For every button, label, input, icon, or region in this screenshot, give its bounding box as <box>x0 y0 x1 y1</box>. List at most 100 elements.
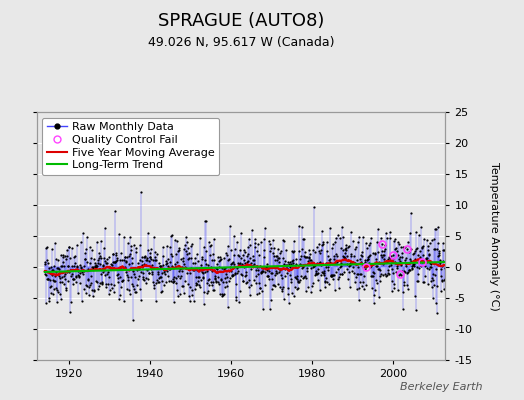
Point <box>334 275 343 282</box>
Point <box>396 272 405 279</box>
Point <box>60 253 69 259</box>
Point <box>398 306 407 312</box>
Point <box>62 286 70 293</box>
Point <box>45 264 53 271</box>
Point <box>319 241 327 247</box>
Point <box>42 244 51 250</box>
Point <box>94 257 103 264</box>
Point <box>74 268 82 274</box>
Point <box>418 258 426 265</box>
Point <box>223 257 232 263</box>
Point <box>201 260 210 267</box>
Point <box>276 284 284 290</box>
Point <box>356 270 364 277</box>
Point <box>367 263 375 269</box>
Point <box>345 243 354 249</box>
Point <box>115 296 124 302</box>
Point <box>263 266 271 273</box>
Point <box>354 271 363 278</box>
Point <box>429 282 438 288</box>
Point <box>246 242 254 248</box>
Point <box>196 265 204 271</box>
Point <box>316 250 324 256</box>
Point <box>318 242 326 248</box>
Point <box>380 246 389 252</box>
Point <box>102 280 110 287</box>
Point <box>221 264 230 271</box>
Point <box>304 254 313 260</box>
Point <box>378 240 386 247</box>
Point <box>254 271 263 278</box>
Point <box>116 250 125 256</box>
Point <box>173 248 182 254</box>
Point <box>139 276 147 282</box>
Point <box>379 256 388 262</box>
Point <box>297 262 305 268</box>
Point <box>390 285 399 291</box>
Point <box>75 273 83 280</box>
Point <box>155 279 163 286</box>
Point <box>369 272 377 279</box>
Point <box>435 257 444 263</box>
Point <box>377 252 385 259</box>
Point <box>270 282 279 288</box>
Point <box>358 264 367 270</box>
Point <box>348 259 356 266</box>
Point <box>241 260 249 266</box>
Point <box>438 276 446 283</box>
Point <box>86 244 94 250</box>
Point <box>294 247 303 254</box>
Point <box>91 259 99 266</box>
Point <box>93 260 102 266</box>
Point <box>66 266 74 273</box>
Point <box>45 276 53 282</box>
Point <box>126 234 134 240</box>
Point <box>340 268 348 275</box>
Point <box>119 277 127 284</box>
Point <box>259 265 267 272</box>
Point <box>386 235 394 242</box>
Point <box>195 282 203 288</box>
Point <box>238 272 247 278</box>
Point <box>314 266 322 273</box>
Point <box>361 266 369 273</box>
Point <box>158 277 166 284</box>
Point <box>128 281 137 288</box>
Point <box>185 249 193 256</box>
Point <box>336 271 344 277</box>
Point <box>208 257 216 263</box>
Point <box>357 259 365 265</box>
Point <box>178 282 186 289</box>
Point <box>285 261 293 268</box>
Point <box>68 245 77 251</box>
Point <box>61 285 70 292</box>
Point <box>138 262 146 269</box>
Point <box>183 270 191 276</box>
Point <box>372 256 380 262</box>
Point <box>339 247 347 253</box>
Point <box>233 239 242 245</box>
Legend: Raw Monthly Data, Quality Control Fail, Five Year Moving Average, Long-Term Tren: Raw Monthly Data, Quality Control Fail, … <box>42 118 220 175</box>
Point <box>233 270 241 277</box>
Point <box>422 255 430 261</box>
Point <box>214 254 223 260</box>
Point <box>326 225 335 232</box>
Point <box>426 259 434 266</box>
Point <box>407 258 416 264</box>
Point <box>190 298 198 304</box>
Point <box>118 264 127 270</box>
Point <box>334 232 342 238</box>
Point <box>172 280 180 286</box>
Point <box>341 246 349 252</box>
Point <box>203 280 211 287</box>
Point <box>285 300 293 306</box>
Point <box>240 246 248 253</box>
Point <box>231 271 239 278</box>
Point <box>333 258 341 265</box>
Point <box>252 280 260 286</box>
Point <box>308 260 316 267</box>
Point <box>238 278 247 284</box>
Point <box>342 242 351 248</box>
Point <box>421 273 429 280</box>
Point <box>224 277 233 284</box>
